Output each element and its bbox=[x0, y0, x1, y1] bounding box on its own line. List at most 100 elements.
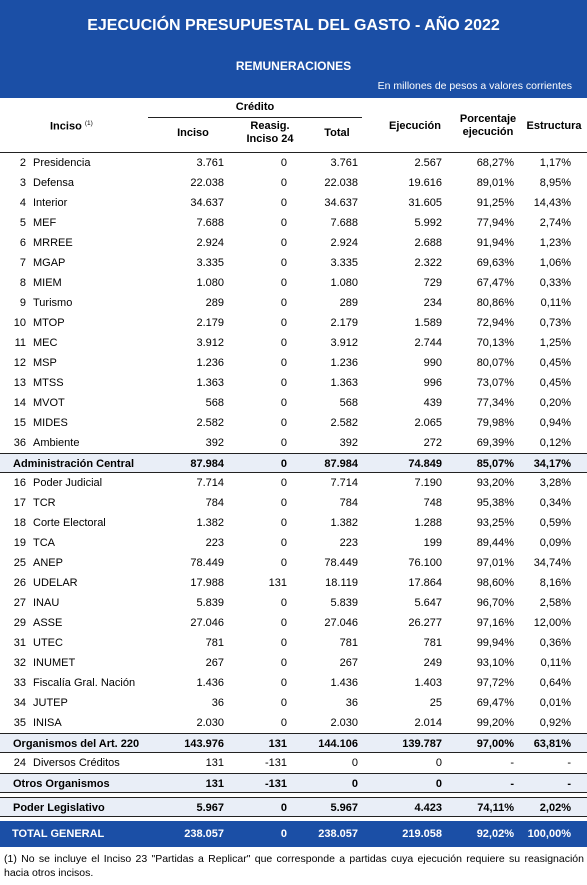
cell-reasig: 0 bbox=[280, 397, 287, 409]
cell-num: 31 bbox=[13, 637, 26, 649]
table-row: 4 Interior 34.637 0 34.637 31.605 91,25% 14,43% bbox=[0, 193, 587, 213]
cell-name: INISA bbox=[33, 717, 62, 729]
cell-pct: 97,16% bbox=[476, 617, 514, 629]
table-row-diversos-creditos: 24 Diversos Créditos 131 -131 0 0 - - bbox=[13, 757, 571, 769]
cell-estr: 0,01% bbox=[539, 697, 571, 709]
report-subtitle: REMUNERACIONES bbox=[235, 59, 352, 73]
cell-inciso: 784 bbox=[205, 497, 224, 509]
cell-ejec: 31.605 bbox=[408, 197, 442, 209]
report-header: EJECUCIÓN PRESUPUESTAL DEL GASTO - AÑO 2… bbox=[0, 0, 587, 98]
cell-reasig: 0 bbox=[280, 437, 287, 449]
cell-total: 34.637 bbox=[324, 197, 358, 209]
cell-num: 10 bbox=[13, 317, 26, 329]
cell-total: 568 bbox=[339, 397, 358, 409]
cell-name: TCA bbox=[33, 537, 55, 549]
cell-name: ANEP bbox=[33, 557, 63, 569]
cell-pct: 73,07% bbox=[476, 377, 514, 389]
cell-reasig: 0 bbox=[280, 677, 287, 689]
subtotal-row-administracion-central: Administración Central 87.984 0 87.984 7… bbox=[0, 453, 587, 473]
footnote-marker: (1) bbox=[84, 120, 93, 127]
cell-reasig: 0 bbox=[280, 277, 287, 289]
cell-pct: 98,60% bbox=[476, 577, 514, 589]
cell-estr: 1,25% bbox=[539, 337, 571, 349]
cell-num: 26 bbox=[13, 577, 26, 589]
cell-num: 16 bbox=[13, 477, 26, 489]
cell-total: 3.761 bbox=[330, 157, 358, 169]
cell-inciso: 568 bbox=[205, 397, 224, 409]
cell-inciso: 17.988 bbox=[190, 577, 224, 589]
cell-reasig: 0 bbox=[280, 197, 287, 209]
cell-name: INUMET bbox=[33, 657, 76, 669]
cell-pct: 69,47% bbox=[476, 697, 514, 709]
table-row: 14 MVOT 568 0 568 439 77,34% 0,20% bbox=[0, 393, 587, 413]
cell-inciso: 34.637 bbox=[190, 197, 224, 209]
cell-pct: 99,20% bbox=[476, 717, 514, 729]
cell-total: 5.839 bbox=[330, 597, 358, 609]
cell-total: 223 bbox=[339, 537, 358, 549]
table-row: 5 MEF 7.688 0 7.688 5.992 77,94% 2,74% bbox=[0, 213, 587, 233]
cell-estr: 34,74% bbox=[533, 557, 571, 569]
cell-num: 12 bbox=[13, 357, 26, 369]
cell-estr: 14,43% bbox=[533, 197, 571, 209]
cell-reasig: 0 bbox=[280, 317, 287, 329]
table-row: 18 Corte Electoral 1.382 0 1.382 1.288 93,25% 0… bbox=[0, 513, 587, 533]
cell-inciso: 2.582 bbox=[196, 417, 224, 429]
cell-reasig: 0 bbox=[280, 617, 287, 629]
cell-estr: 0,09% bbox=[539, 537, 571, 549]
cell-estr: 0,36% bbox=[539, 637, 571, 649]
cell-pct: 93,20% bbox=[476, 477, 514, 489]
col-porcentaje-header: Porcentaje ejecución bbox=[459, 113, 517, 138]
cell-num: 32 bbox=[13, 657, 26, 669]
cell-name: INAU bbox=[33, 597, 60, 609]
cell-inciso: 36 bbox=[211, 697, 224, 709]
cell-num: 7 bbox=[19, 257, 26, 269]
cell-estr: 2,58% bbox=[539, 597, 571, 609]
cell-total: 392 bbox=[339, 437, 358, 449]
cell-name: TCR bbox=[33, 497, 56, 509]
cell-reasig: 0 bbox=[280, 157, 287, 169]
table-row: 26 UDELAR 17.988 131 18.119 17.864 98,60% 8,16% bbox=[0, 573, 587, 593]
table-row: 32 INUMET 267 0 267 249 93,10% 0,11% bbox=[0, 653, 587, 673]
cell-name: MTSS bbox=[33, 377, 64, 389]
cell-estr: 0,11% bbox=[540, 297, 571, 309]
cell-reasig: 0 bbox=[280, 697, 287, 709]
cell-reasig: 0 bbox=[280, 637, 287, 649]
cell-inciso: 392 bbox=[205, 437, 224, 449]
cell-estr: 0,34% bbox=[539, 497, 571, 509]
cell-reasig: 0 bbox=[280, 237, 287, 249]
cell-num: 27 bbox=[13, 597, 26, 609]
table-row: 25 ANEP 78.449 0 78.449 76.100 97,01% 34,74% bbox=[0, 553, 587, 573]
col-estructura-header: Estructura bbox=[526, 120, 582, 132]
cell-reasig: 0 bbox=[280, 377, 287, 389]
cell-total: 2.582 bbox=[330, 417, 358, 429]
cell-reasig: 0 bbox=[280, 497, 287, 509]
cell-num: 19 bbox=[13, 537, 26, 549]
cell-num: 35 bbox=[13, 717, 26, 729]
cell-num: 4 bbox=[19, 197, 26, 209]
cell-ejec: 2.065 bbox=[414, 417, 442, 429]
cell-num: 15 bbox=[13, 417, 26, 429]
cell-pct: 67,47% bbox=[476, 277, 514, 289]
cell-name: JUTEP bbox=[33, 697, 68, 709]
cell-total: 1.363 bbox=[330, 377, 358, 389]
cell-pct: 68,27% bbox=[476, 157, 514, 169]
cell-inciso: 267 bbox=[205, 657, 224, 669]
cell-num: 6 bbox=[19, 237, 26, 249]
table-row: 35 INISA 2.030 0 2.030 2.014 99,20% 0,92% bbox=[0, 713, 587, 733]
table-row: 29 ASSE 27.046 0 27.046 26.277 97,16% 12,00% bbox=[0, 613, 587, 633]
cell-pct: 69,63% bbox=[476, 257, 514, 269]
table-row: 36 Ambiente 392 0 392 272 69,39% 0,12% bbox=[0, 433, 587, 453]
cell-num: 11 bbox=[14, 337, 26, 349]
cell-estr: 0,73% bbox=[539, 317, 571, 329]
cell-estr: 8,16% bbox=[539, 577, 571, 589]
cell-total: 3.335 bbox=[330, 257, 358, 269]
cell-inciso: 1.236 bbox=[196, 357, 224, 369]
cell-ejec: 234 bbox=[423, 297, 442, 309]
cell-inciso: 5.839 bbox=[196, 597, 224, 609]
cell-inciso: 3.761 bbox=[196, 157, 224, 169]
cell-reasig: 0 bbox=[280, 717, 287, 729]
cell-num: 17 bbox=[13, 497, 26, 509]
cell-inciso: 289 bbox=[205, 297, 224, 309]
cell-total: 1.436 bbox=[330, 677, 358, 689]
cell-total: 781 bbox=[339, 637, 358, 649]
